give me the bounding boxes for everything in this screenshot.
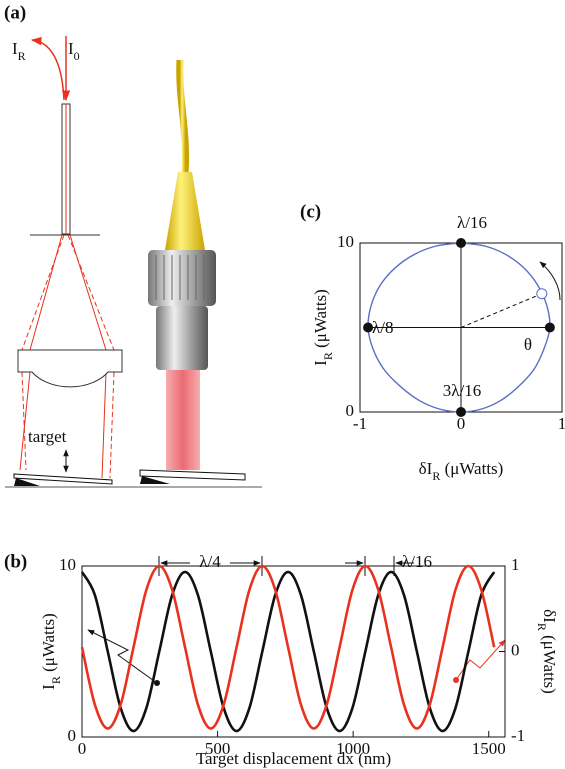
- y2-tick-label: 0: [511, 640, 520, 659]
- beam-label: I0: [68, 39, 80, 63]
- subscript: R: [18, 49, 26, 63]
- x-axis-label: Target displacement dx (nm): [196, 749, 391, 768]
- x-tick-label: 1500: [472, 739, 506, 758]
- annotation: θ: [524, 335, 532, 354]
- boot: [165, 172, 205, 250]
- lens: [18, 350, 122, 387]
- panel-label: (a): [4, 2, 26, 23]
- subscript: 0: [74, 49, 80, 63]
- beam-label: IR: [12, 39, 26, 63]
- laser: [166, 370, 200, 470]
- target-label: target: [28, 427, 67, 446]
- panel-a: (a) IR I0 target: [4, 2, 262, 487]
- x-axis-label: δIR (μWatts): [419, 459, 504, 483]
- y2-tick-label: -1: [511, 726, 525, 745]
- body: [156, 306, 208, 370]
- open-marker: [537, 289, 547, 299]
- annotation: λ/16: [457, 213, 487, 232]
- unit: (μWatts): [39, 613, 58, 676]
- subscript: R: [49, 676, 63, 684]
- y-axis-label: IR (μWatts): [311, 289, 335, 366]
- y-tick-label: 0: [68, 726, 77, 745]
- pointer-dot: [453, 677, 459, 683]
- panel-label: (b): [4, 551, 27, 572]
- subscript: R: [535, 623, 549, 631]
- annotation: λ/16: [402, 552, 432, 571]
- annotation: λ/4: [199, 552, 221, 571]
- panel-label: (c): [300, 201, 321, 222]
- y2-tick-label: 1: [511, 555, 520, 574]
- plate: [140, 470, 245, 480]
- unit: (μWatts): [540, 631, 559, 694]
- cable: [180, 60, 186, 175]
- reflected-arrow: [32, 40, 64, 100]
- line: [82, 566, 494, 728]
- annotation: 3λ/16: [443, 381, 481, 400]
- symbol: δI: [540, 609, 559, 623]
- y2-axis-label: δIR (μWatts): [535, 609, 559, 694]
- pointer-dot: [154, 680, 160, 686]
- unit: (μWatts): [440, 459, 503, 478]
- y-axis-label: IR (μWatts): [39, 613, 63, 690]
- unit: (μWatts): [311, 289, 330, 352]
- subscript: R: [321, 352, 335, 360]
- marker: [456, 238, 466, 248]
- x-tick-label: 0: [78, 739, 87, 758]
- subscript: R: [432, 469, 440, 483]
- y-tick-label: 0: [346, 401, 355, 420]
- marker: [456, 407, 466, 417]
- y-tick-label: 10: [337, 232, 354, 251]
- angle-line: [461, 294, 542, 328]
- figure: (a) IR I0 target (b): [0, 0, 565, 769]
- nut: [148, 250, 216, 306]
- annotation: λ/8: [372, 318, 393, 337]
- marker: [545, 323, 555, 333]
- y-tick-label: 10: [59, 555, 76, 574]
- axis-pointer: [88, 630, 157, 683]
- symbol: δI: [419, 459, 433, 478]
- x-tick-label: 1: [558, 414, 565, 433]
- x-tick-label: -1: [353, 414, 367, 433]
